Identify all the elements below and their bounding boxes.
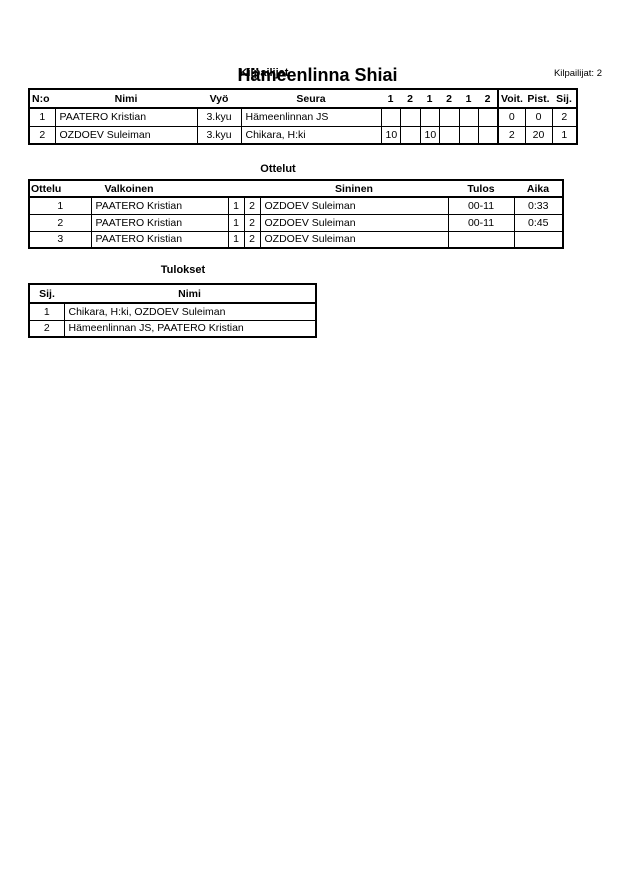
cell-sininen: OZDOEV Suleiman <box>259 230 449 249</box>
results-header-row: Sij. Nimi <box>29 284 316 304</box>
cell-score1 <box>380 107 401 127</box>
competitors-count: Kilpailijat: 2 <box>553 68 602 79</box>
cell-tulos: 00-11 <box>447 213 515 232</box>
cell-valkoinen: PAATERO Kristian <box>90 196 229 215</box>
col-header-numbers <box>228 180 260 198</box>
cell-no: 2 <box>28 125 56 145</box>
cell-no: 1 <box>28 107 56 127</box>
table-row: 2 PAATERO Kristian 1 2 OZDOEV Suleiman 0… <box>28 213 564 232</box>
cell-score6 <box>477 107 499 127</box>
cell-nimi: Chikara, H:ki, OZDOEV Suleiman <box>63 302 317 321</box>
cell-vyo: 3.kyu <box>196 125 242 145</box>
cell-sij: 2 <box>551 107 578 127</box>
section-title-ottelut: Ottelut <box>260 163 296 175</box>
section-title-tulokset: Tulokset <box>160 264 206 276</box>
cell-match-no: 1 <box>28 196 92 215</box>
cell-valkoinen: PAATERO Kristian <box>90 230 229 249</box>
cell-sij: 1 <box>551 125 578 145</box>
col-header-valkoinen-group: Ottelu Valkoinen <box>29 180 228 198</box>
cell-nimi: OZDOEV Suleiman <box>54 125 198 145</box>
cell-valkoinen: PAATERO Kristian <box>90 213 229 232</box>
cell-score3: 10 <box>419 125 440 145</box>
cell-sininen: OZDOEV Suleiman <box>259 213 449 232</box>
cell-score5 <box>458 107 479 127</box>
competitors-table: N:o Nimi Vyö Seura 1 2 1 2 1 2 Voit. Pis… <box>28 88 578 145</box>
cell-score4 <box>438 125 460 145</box>
matches-table: Ottelu Valkoinen Sininen Tulos Aika 1 PA… <box>28 179 564 249</box>
cell-white-number: 1 <box>227 196 245 215</box>
cell-score4 <box>438 107 460 127</box>
competitors-header-row: N:o Nimi Vyö Seura 1 2 1 2 1 2 Voit. Pis… <box>29 89 577 109</box>
col-header-valkoinen: Valkoinen <box>104 182 154 195</box>
cell-seura: Chikara, H:ki <box>240 125 382 145</box>
cell-aika: 0:45 <box>513 213 564 232</box>
matches-header-row: Ottelu Valkoinen Sininen Tulos Aika <box>29 180 563 198</box>
col-header-seura: Seura <box>241 89 381 109</box>
cell-tulos: 00-11 <box>447 196 515 215</box>
event-name: Hämeenlinna Shiai <box>237 65 398 85</box>
cell-blue-number: 2 <box>243 196 261 215</box>
table-row: 2 OZDOEV Suleiman 3.kyu Chikara, H:ki 10… <box>28 125 578 145</box>
cell-score2 <box>399 125 421 145</box>
cell-voit: 0 <box>497 107 526 127</box>
col-header-sij: Sij. <box>552 89 577 109</box>
cell-score3 <box>419 107 440 127</box>
cell-pist: 0 <box>524 107 553 127</box>
col-header-nimi: Nimi <box>55 89 197 109</box>
cell-aika <box>513 230 564 249</box>
col-header-score6: 2 <box>478 89 498 109</box>
cell-tulos <box>447 230 515 249</box>
col-header-pist: Pist. <box>525 89 552 109</box>
col-header-aika: Aika <box>514 180 563 198</box>
cell-seura: Hämeenlinnan JS <box>240 107 382 127</box>
col-header-nimi: Nimi <box>64 284 316 304</box>
cell-white-number: 1 <box>227 230 245 249</box>
table-row: 3 PAATERO Kristian 1 2 OZDOEV Suleiman <box>28 230 564 249</box>
cell-match-no: 2 <box>28 213 92 232</box>
cell-score6 <box>477 125 499 145</box>
cell-score2 <box>399 107 421 127</box>
cell-sij: 1 <box>28 302 65 321</box>
col-header-tulos: Tulos <box>448 180 514 198</box>
cell-blue-number: 2 <box>243 213 261 232</box>
col-header-sij: Sij. <box>29 284 64 304</box>
cell-nimi: PAATERO Kristian <box>54 107 198 127</box>
cell-vyo: 3.kyu <box>196 107 242 127</box>
col-header-ottelu: Ottelu <box>31 182 62 195</box>
col-header-score4: 2 <box>439 89 459 109</box>
cell-sininen: OZDOEV Suleiman <box>259 196 449 215</box>
col-header-score2: 2 <box>400 89 420 109</box>
col-header-sininen: Sininen <box>260 180 448 198</box>
cell-sij: 2 <box>28 319 65 338</box>
cell-pist: 20 <box>524 125 553 145</box>
cell-score1: 10 <box>380 125 401 145</box>
cell-score5 <box>458 125 479 145</box>
table-row: 2 Hämeenlinnan JS, PAATERO Kristian <box>28 319 317 338</box>
cell-aika: 0:33 <box>513 196 564 215</box>
cell-voit: 2 <box>497 125 526 145</box>
cell-match-no: 3 <box>28 230 92 249</box>
results-table: Sij. Nimi 1 Chikara, H:ki, OZDOEV Suleim… <box>28 283 317 338</box>
col-header-score3: 1 <box>420 89 439 109</box>
section-title-kilpailijat: Kilpailijat <box>239 67 289 79</box>
col-header-score5: 1 <box>459 89 478 109</box>
col-header-no: N:o <box>29 89 55 109</box>
cell-blue-number: 2 <box>243 230 261 249</box>
table-row: 1 PAATERO Kristian 3.kyu Hämeenlinnan JS… <box>28 107 578 127</box>
col-header-vyo: Vyö <box>197 89 241 109</box>
cell-nimi: Hämeenlinnan JS, PAATERO Kristian <box>63 319 317 338</box>
table-row: 1 PAATERO Kristian 1 2 OZDOEV Suleiman 0… <box>28 196 564 215</box>
cell-white-number: 1 <box>227 213 245 232</box>
col-header-score1: 1 <box>381 89 400 109</box>
table-row: 1 Chikara, H:ki, OZDOEV Suleiman <box>28 302 317 321</box>
col-header-voit: Voit. <box>497 89 525 109</box>
